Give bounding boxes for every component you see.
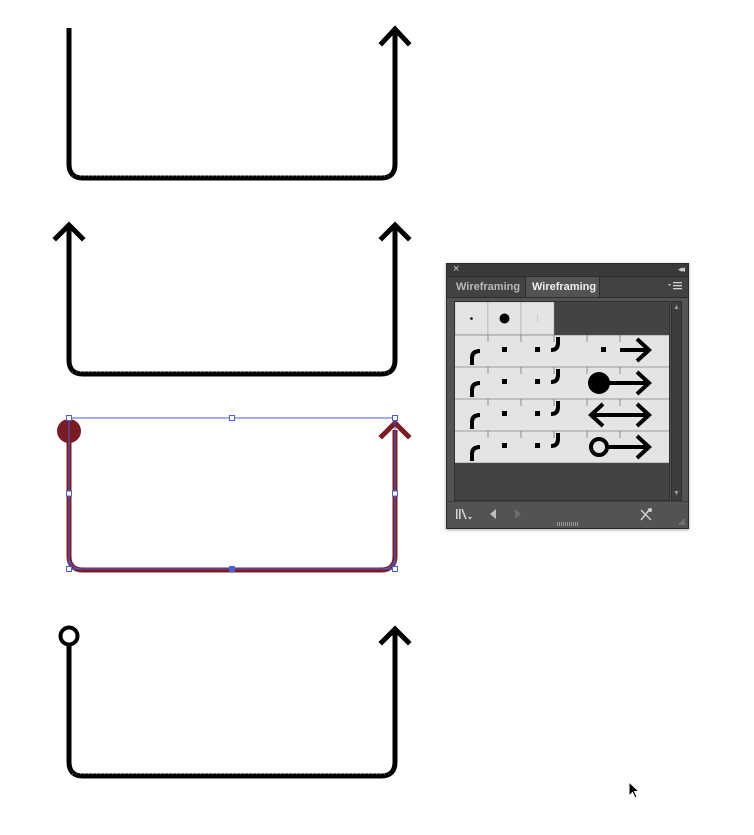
list-scrollbar[interactable]: ▲ ▼: [671, 301, 682, 501]
panel-menu-icon[interactable]: [667, 279, 683, 293]
remove-brush-stroke-icon[interactable]: [637, 507, 655, 521]
arrowhead-icon: [378, 625, 412, 646]
panel-grip-icon[interactable]: [557, 522, 579, 526]
scroll-up-icon[interactable]: ▲: [673, 304, 680, 311]
arrowhead-icon: [378, 221, 412, 242]
brush-libraries-menu-icon[interactable]: [455, 507, 473, 521]
arrowhead-icon: [378, 25, 412, 47]
arrowhead-icon: [52, 221, 86, 242]
resize-handle-icon[interactable]: [678, 518, 686, 526]
open-circle-icon: [58, 625, 80, 647]
brush-library-list[interactable]: [454, 301, 670, 501]
path-2-double-arrow[interactable]: [52, 221, 412, 377]
mouse-pointer-icon: [628, 781, 640, 799]
next-library-icon[interactable]: [509, 507, 527, 521]
brush-swatch-large-dot[interactable]: [487, 302, 522, 336]
brush-row-3[interactable]: [455, 399, 670, 431]
tab-wireframing-1[interactable]: Wireframing: [456, 281, 521, 293]
brush-row-2[interactable]: [455, 367, 670, 399]
brush-swatch-hairline[interactable]: [520, 302, 555, 336]
tab-wireframing-2[interactable]: Wireframing: [525, 277, 600, 297]
brush-swatches: [455, 302, 670, 464]
collapse-icon[interactable]: ◂◂: [677, 264, 685, 274]
close-icon[interactable]: ×: [453, 263, 460, 275]
path-3-selected[interactable]: [57, 415, 412, 573]
brush-row-1[interactable]: [455, 335, 670, 367]
path-1-arrow-end[interactable]: [66, 25, 412, 181]
panel-tab-row: Wireframing Wireframing: [447, 277, 688, 298]
brush-swatch-small-dot[interactable]: [455, 302, 489, 336]
previous-library-icon[interactable]: [485, 507, 503, 521]
scroll-down-icon[interactable]: ▼: [673, 490, 680, 497]
selection-bounding-box[interactable]: [66, 415, 398, 572]
path-4-ring-start[interactable]: [58, 625, 412, 779]
brushes-panel[interactable]: × ◂◂ Wireframing Wireframing: [446, 263, 689, 529]
brush-row-4[interactable]: [455, 431, 670, 463]
panel-titlebar[interactable]: × ◂◂: [447, 263, 688, 277]
panel-bottom-toolbar: [447, 501, 688, 528]
